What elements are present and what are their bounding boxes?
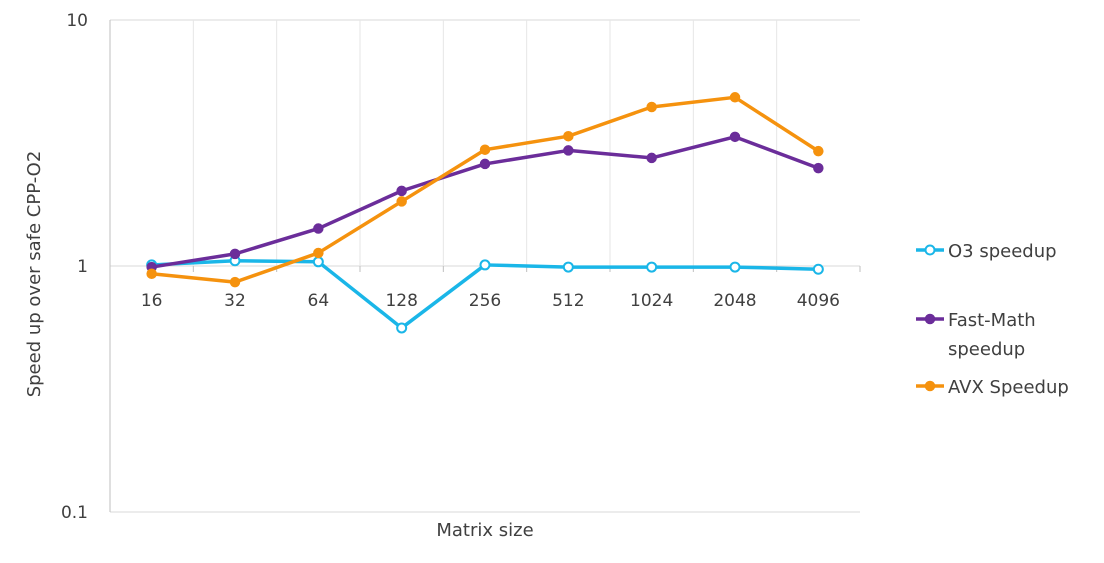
data-point	[812, 263, 824, 275]
data-point	[229, 276, 241, 288]
legend-marker	[924, 380, 936, 392]
data-point	[562, 261, 574, 273]
data-point	[563, 130, 574, 142]
data-point	[813, 162, 824, 174]
legend-label: AVX Speedup	[948, 377, 1069, 398]
y-tick-label: 0.1	[61, 503, 88, 523]
y-axis-title: Speed up over safe CPP-O2	[24, 151, 45, 398]
data-point	[479, 144, 491, 155]
series-0	[146, 255, 824, 334]
legend-entry-1: Fast-Math speedup	[916, 310, 1036, 360]
data-point	[646, 101, 657, 113]
series-2	[146, 92, 824, 288]
x-tick-label: 16	[141, 291, 163, 311]
data-point	[563, 145, 574, 156]
legend-label: speedup	[948, 339, 1025, 360]
data-point	[729, 131, 741, 143]
data-point	[813, 145, 824, 157]
legend-marker	[924, 313, 936, 325]
legend-marker	[924, 244, 936, 256]
data-point	[229, 248, 241, 260]
x-tick-label: 64	[308, 291, 330, 311]
y-tick-label: 1	[77, 257, 88, 277]
legend-label: O3 speedup	[948, 241, 1057, 262]
data-point	[396, 322, 408, 334]
data-point	[729, 261, 741, 273]
data-point	[479, 158, 491, 170]
series-group	[146, 92, 824, 334]
data-point	[396, 185, 407, 197]
series-1	[146, 131, 824, 273]
x-tick-label: 1024	[630, 291, 673, 311]
data-point	[479, 259, 491, 271]
x-tick-label: 4096	[797, 291, 840, 311]
data-point	[313, 247, 324, 259]
axis-labels: Matrix size Speed up over safe CPP-O2	[24, 151, 534, 541]
data-point	[646, 261, 658, 273]
data-point	[313, 223, 324, 234]
data-point	[646, 152, 657, 164]
y-tick-label: 10	[66, 11, 88, 31]
data-point	[312, 256, 324, 268]
series-line	[149, 135, 821, 269]
x-tick-label: 2048	[713, 291, 756, 311]
legend: O3 speedup Fast-Math speedup AVX Speedup	[916, 241, 1069, 398]
x-tick-label: 256	[469, 291, 501, 311]
data-point	[396, 196, 407, 207]
legend-entry-0: O3 speedup	[916, 241, 1057, 262]
data-point	[729, 92, 741, 103]
axes: 0.1 1 10 16 32 64 128 256 512 1024 2048 4096	[61, 11, 861, 523]
series-line	[149, 95, 821, 284]
legend-label: Fast-Math	[948, 310, 1036, 331]
data-point	[146, 268, 157, 280]
x-tick-label: 32	[224, 291, 246, 311]
x-tick-label: 128	[385, 291, 417, 311]
legend-entry-2: AVX Speedup	[916, 377, 1069, 398]
x-axis-title: Matrix size	[436, 520, 533, 541]
x-tick-label: 512	[552, 291, 584, 311]
